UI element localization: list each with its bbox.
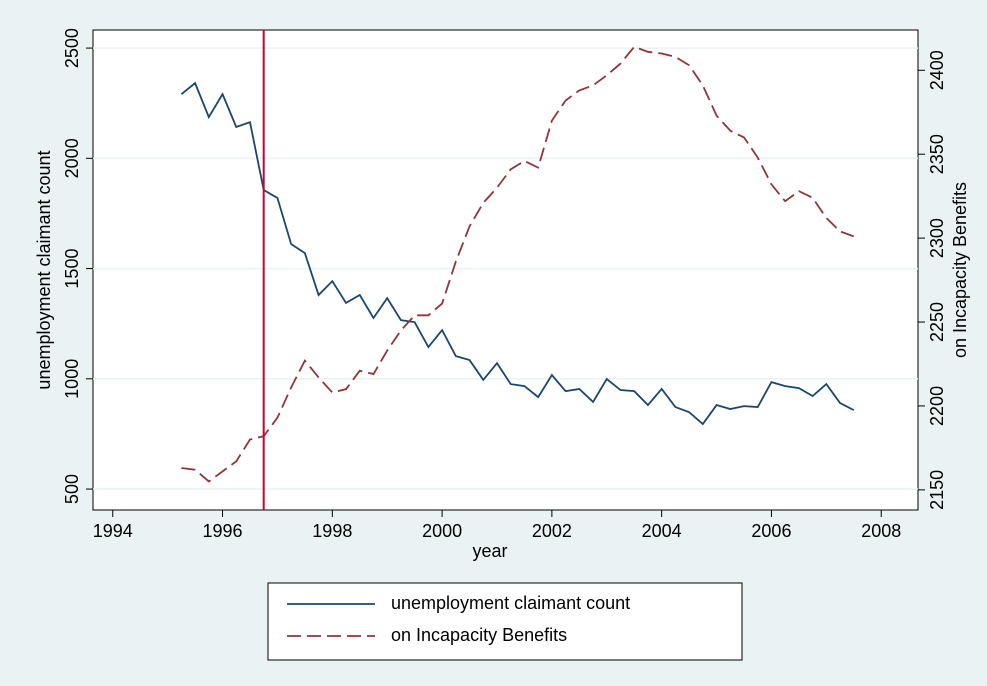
y-tick-label: 2000 — [62, 138, 82, 178]
y2-tick-label: 2400 — [927, 50, 947, 90]
x-tick-label: 1996 — [203, 521, 243, 541]
y2-axis-title: on Incapacity Benefits — [950, 182, 970, 358]
y-tick-label: 1000 — [62, 359, 82, 399]
legend-label: unemployment claimant count — [391, 593, 630, 613]
x-axis-title: year — [472, 541, 507, 561]
y-tick-label: 1500 — [62, 249, 82, 289]
x-tick-label: 2000 — [422, 521, 462, 541]
plot-area — [92, 29, 919, 511]
legend-label: on Incapacity Benefits — [391, 625, 567, 645]
x-tick-label: 2006 — [751, 521, 791, 541]
x-tick-label: 1998 — [312, 521, 352, 541]
series-line — [181, 45, 855, 483]
y2-tick-label: 2300 — [927, 218, 947, 258]
y2-tick-label: 2250 — [927, 302, 947, 342]
legend — [267, 582, 743, 661]
y-axis-title: unemployment claimant count — [34, 150, 54, 389]
x-tick-label: 1994 — [93, 521, 133, 541]
y2-tick-label: 2350 — [927, 134, 947, 174]
series-line — [180, 81, 855, 426]
y-tick-label: 2500 — [62, 28, 82, 68]
y2-tick-label: 2150 — [927, 470, 947, 510]
x-tick-label: 2008 — [861, 521, 901, 541]
x-tick-label: 2002 — [532, 521, 572, 541]
x-tick-label: 2004 — [642, 521, 682, 541]
y2-tick-label: 2200 — [927, 386, 947, 426]
y-tick-label: 500 — [62, 474, 82, 504]
